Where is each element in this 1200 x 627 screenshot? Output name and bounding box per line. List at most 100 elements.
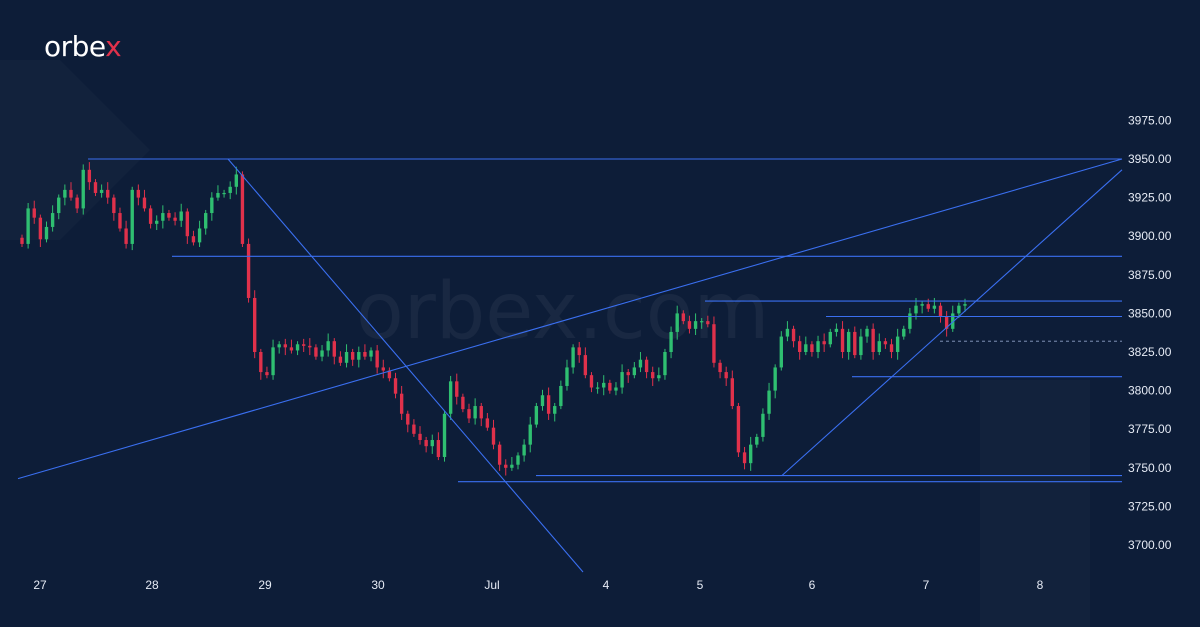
y-tick-label: 3950.00 <box>1128 152 1172 166</box>
candle-body <box>834 328 839 332</box>
candle-body <box>700 321 704 323</box>
candle-body <box>265 372 269 376</box>
candle <box>663 348 667 380</box>
candle <box>932 297 937 314</box>
candle-body <box>853 331 857 356</box>
candle <box>442 410 447 462</box>
candle-body <box>687 321 692 329</box>
candle-body <box>938 305 943 317</box>
candle <box>387 367 392 382</box>
candle <box>559 380 563 410</box>
candle-body <box>412 424 416 434</box>
candle-body <box>424 440 428 447</box>
candle <box>706 315 710 328</box>
candle <box>742 446 747 470</box>
candle-body <box>32 208 36 218</box>
candle <box>222 189 226 198</box>
candle <box>283 338 287 356</box>
candle <box>595 382 600 394</box>
candle-body <box>406 413 410 425</box>
candle-body <box>357 352 361 360</box>
candle <box>455 373 459 405</box>
candle-body <box>259 352 263 373</box>
candle <box>308 338 312 356</box>
candle-body <box>718 362 722 373</box>
candle-body <box>516 455 520 465</box>
candle-body <box>99 189 104 193</box>
candle <box>632 362 637 379</box>
candle <box>589 372 594 393</box>
candle <box>479 402 483 427</box>
candle <box>497 441 502 471</box>
candle <box>522 439 526 462</box>
candle <box>877 333 881 356</box>
candle-body <box>430 440 434 447</box>
candle <box>204 209 208 235</box>
candle <box>81 164 85 215</box>
candle <box>675 305 679 340</box>
candle-body <box>522 444 526 456</box>
candle-body <box>473 406 477 419</box>
candle-body <box>44 226 49 240</box>
candle <box>63 184 67 206</box>
candle-body <box>565 367 569 386</box>
candle <box>516 452 520 470</box>
x-tick-label: 30 <box>371 578 385 592</box>
candle-body <box>167 213 171 218</box>
candle-body <box>418 433 422 441</box>
candle-body <box>216 192 220 198</box>
watermark: orbex.com <box>356 267 769 357</box>
y-tick-label: 3975.00 <box>1128 113 1172 127</box>
candle <box>375 345 379 374</box>
candle-body <box>271 347 275 376</box>
candle <box>767 382 771 420</box>
candle-body <box>546 395 551 414</box>
candle <box>338 351 343 366</box>
candle <box>779 331 783 371</box>
candle-body <box>663 352 667 376</box>
candle-body <box>197 228 202 243</box>
candle <box>816 335 820 359</box>
x-tick-label: 7 <box>923 578 930 592</box>
candle-body <box>479 406 483 419</box>
candle-body <box>632 367 637 376</box>
candle <box>865 325 869 343</box>
candle <box>669 326 673 359</box>
candle-body <box>320 350 324 357</box>
candle-body <box>448 381 453 414</box>
candle <box>761 408 765 442</box>
candle <box>951 305 955 332</box>
candle-body <box>142 197 147 209</box>
candle-body <box>553 406 557 414</box>
candle <box>755 433 759 448</box>
candle-body <box>816 341 820 352</box>
candle <box>112 194 116 221</box>
candle-body <box>748 444 753 464</box>
background-chevron <box>0 60 150 240</box>
candle-body <box>865 328 869 337</box>
candle <box>822 333 826 352</box>
candle <box>93 179 98 197</box>
candle <box>69 182 73 201</box>
candle-body <box>693 321 698 329</box>
candle-body <box>767 390 771 414</box>
candle-body <box>724 372 728 379</box>
candle-body <box>797 341 802 352</box>
candle-body <box>289 347 294 351</box>
candle-body <box>932 305 937 309</box>
candle-body <box>957 305 961 314</box>
candle-body <box>381 367 385 371</box>
candle-body <box>504 464 508 468</box>
candle-body <box>161 213 165 221</box>
candle-body <box>914 305 918 314</box>
candle <box>944 311 949 337</box>
candle-body <box>26 208 30 244</box>
candle <box>608 379 612 394</box>
candle-body <box>908 313 912 329</box>
candle <box>265 366 269 379</box>
candle <box>191 230 196 246</box>
candle-body <box>877 341 881 352</box>
candle-body <box>742 452 747 464</box>
y-tick-label: 3750.00 <box>1128 461 1172 475</box>
